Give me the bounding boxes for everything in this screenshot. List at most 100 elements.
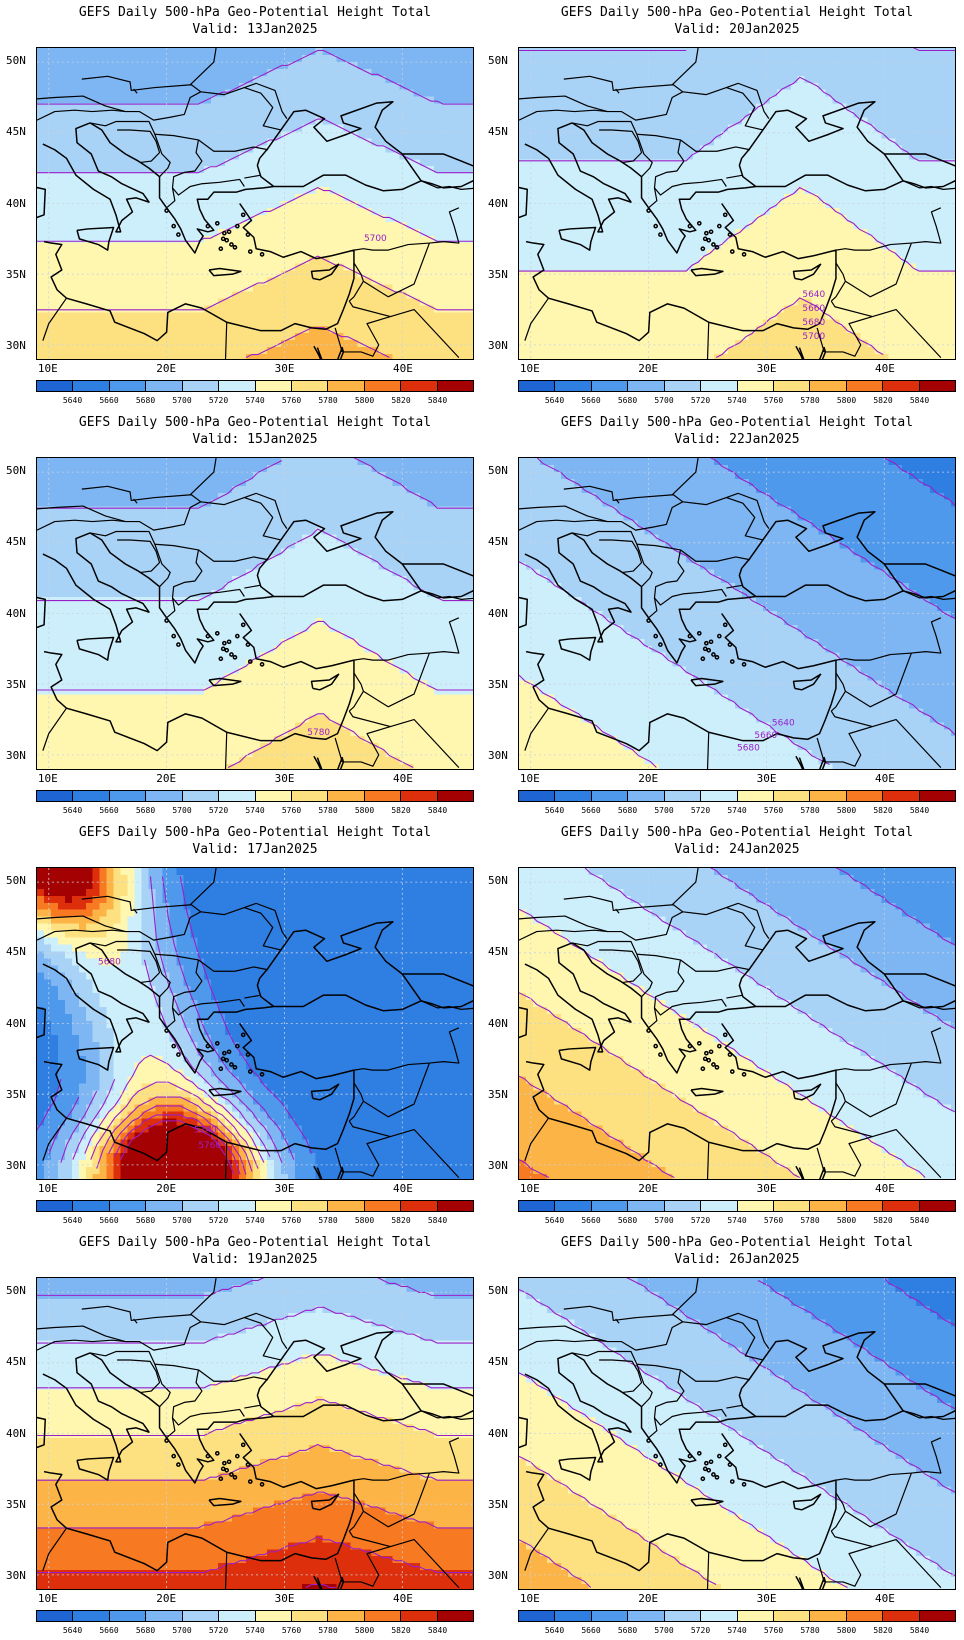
country-border xyxy=(726,1312,770,1349)
island xyxy=(240,1032,246,1038)
panel-title-text: GEFS Daily 500-hPa Geo-Potential Height … xyxy=(518,1234,956,1251)
colorbar-label: 5760 xyxy=(764,806,783,816)
colorbar-label: 5740 xyxy=(727,806,746,816)
contour-line xyxy=(245,327,390,358)
colorbar-label: 5780 xyxy=(800,1216,819,1226)
island xyxy=(247,249,253,254)
colorbar-swatch xyxy=(291,1611,329,1621)
longitude-label: 30E xyxy=(275,1593,295,1605)
colorbar-swatch xyxy=(109,1611,147,1621)
country-border xyxy=(615,908,620,914)
island xyxy=(696,1040,702,1046)
country-border xyxy=(363,1472,430,1528)
colorbar-swatch xyxy=(628,1611,665,1621)
coastline xyxy=(208,677,242,687)
colorbar-swatch xyxy=(773,1611,811,1621)
contour-label: 5660 xyxy=(754,731,777,741)
coastlines xyxy=(37,458,473,769)
island xyxy=(653,223,659,229)
colorbar-swatch xyxy=(737,1611,774,1621)
island xyxy=(240,622,246,628)
coastline xyxy=(690,1087,724,1097)
colorbar-swatch xyxy=(701,1201,738,1211)
country-border xyxy=(872,1128,942,1179)
island xyxy=(222,640,227,646)
colorbar-swatch xyxy=(146,791,183,801)
longitude-label: 30E xyxy=(275,1183,295,1195)
country-border xyxy=(563,485,684,503)
country-border xyxy=(845,652,912,708)
country-border xyxy=(872,308,942,359)
colorbar-swatch xyxy=(219,791,256,801)
latitude-label: 30N xyxy=(6,339,26,352)
coastline xyxy=(337,346,345,359)
colorbar xyxy=(518,1610,956,1622)
panel-valid-date: Valid: 13Jan2025 xyxy=(36,21,474,38)
colorbar-swatch xyxy=(664,1201,702,1211)
colorbar-label: 5660 xyxy=(99,1626,118,1636)
colorbar-swatch xyxy=(519,791,556,801)
contour-line xyxy=(584,868,955,1113)
island xyxy=(176,1052,181,1057)
island xyxy=(658,1052,663,1057)
contour-lines xyxy=(519,1278,955,1588)
colorbar-swatch xyxy=(883,791,920,801)
country-border xyxy=(671,458,699,496)
island xyxy=(226,229,232,235)
island xyxy=(696,220,702,226)
map-svg: 5680 5740 5760 xyxy=(37,868,473,1179)
colorbar-swatch xyxy=(437,791,474,801)
contour-line xyxy=(108,1105,247,1175)
country-border xyxy=(244,492,288,529)
colorbar-label: 5660 xyxy=(581,806,600,816)
island xyxy=(704,230,709,236)
map-svg xyxy=(37,1278,473,1589)
colorbar-swatch xyxy=(701,381,738,391)
coastline xyxy=(525,1433,837,1572)
country-border xyxy=(636,543,727,606)
coastline xyxy=(313,1575,323,1589)
colorbar-swatch xyxy=(255,1201,292,1211)
colorbar-swatch xyxy=(737,791,774,801)
coastline xyxy=(792,673,822,691)
colorbar-swatch xyxy=(182,791,220,801)
colorbar-swatch xyxy=(291,1201,329,1211)
country-border xyxy=(671,868,699,906)
island xyxy=(714,244,720,250)
country-border xyxy=(42,1117,67,1161)
colorbar-label: 5680 xyxy=(136,806,155,816)
latitude-label: 30N xyxy=(6,1569,26,1582)
colorbar-label: 5660 xyxy=(581,1216,600,1226)
coastline xyxy=(524,122,632,233)
country-border xyxy=(81,75,202,93)
colorbar-swatch xyxy=(182,381,220,391)
height-map xyxy=(518,867,956,1180)
contour-line xyxy=(37,1443,473,1481)
height-map xyxy=(518,1277,956,1590)
contour-line xyxy=(519,1372,848,1588)
country-border xyxy=(81,1305,202,1323)
island xyxy=(706,1467,712,1473)
longitude-label: 10E xyxy=(38,1593,58,1605)
island xyxy=(722,1032,728,1038)
coastline xyxy=(690,1497,724,1507)
country-border xyxy=(133,498,138,504)
colorbar-swatch xyxy=(146,1201,183,1211)
country-border xyxy=(816,327,825,353)
colorbar-swatch xyxy=(519,1201,556,1211)
colorbar-swatch xyxy=(328,1611,365,1621)
colorbar-swatch xyxy=(591,1611,629,1621)
country-border xyxy=(244,82,288,119)
coastline xyxy=(819,756,827,769)
colorbar-label: 5680 xyxy=(618,396,637,406)
island xyxy=(727,642,733,647)
colorbar-swatch xyxy=(37,1611,74,1621)
coastlines xyxy=(519,868,955,1179)
island xyxy=(259,1482,265,1487)
contour-line xyxy=(519,1455,717,1586)
coastline xyxy=(310,673,340,691)
colorbar-swatch xyxy=(846,791,884,801)
graticule xyxy=(37,1278,473,1589)
shaded-field xyxy=(519,458,955,769)
colorbar-swatch xyxy=(591,791,629,801)
